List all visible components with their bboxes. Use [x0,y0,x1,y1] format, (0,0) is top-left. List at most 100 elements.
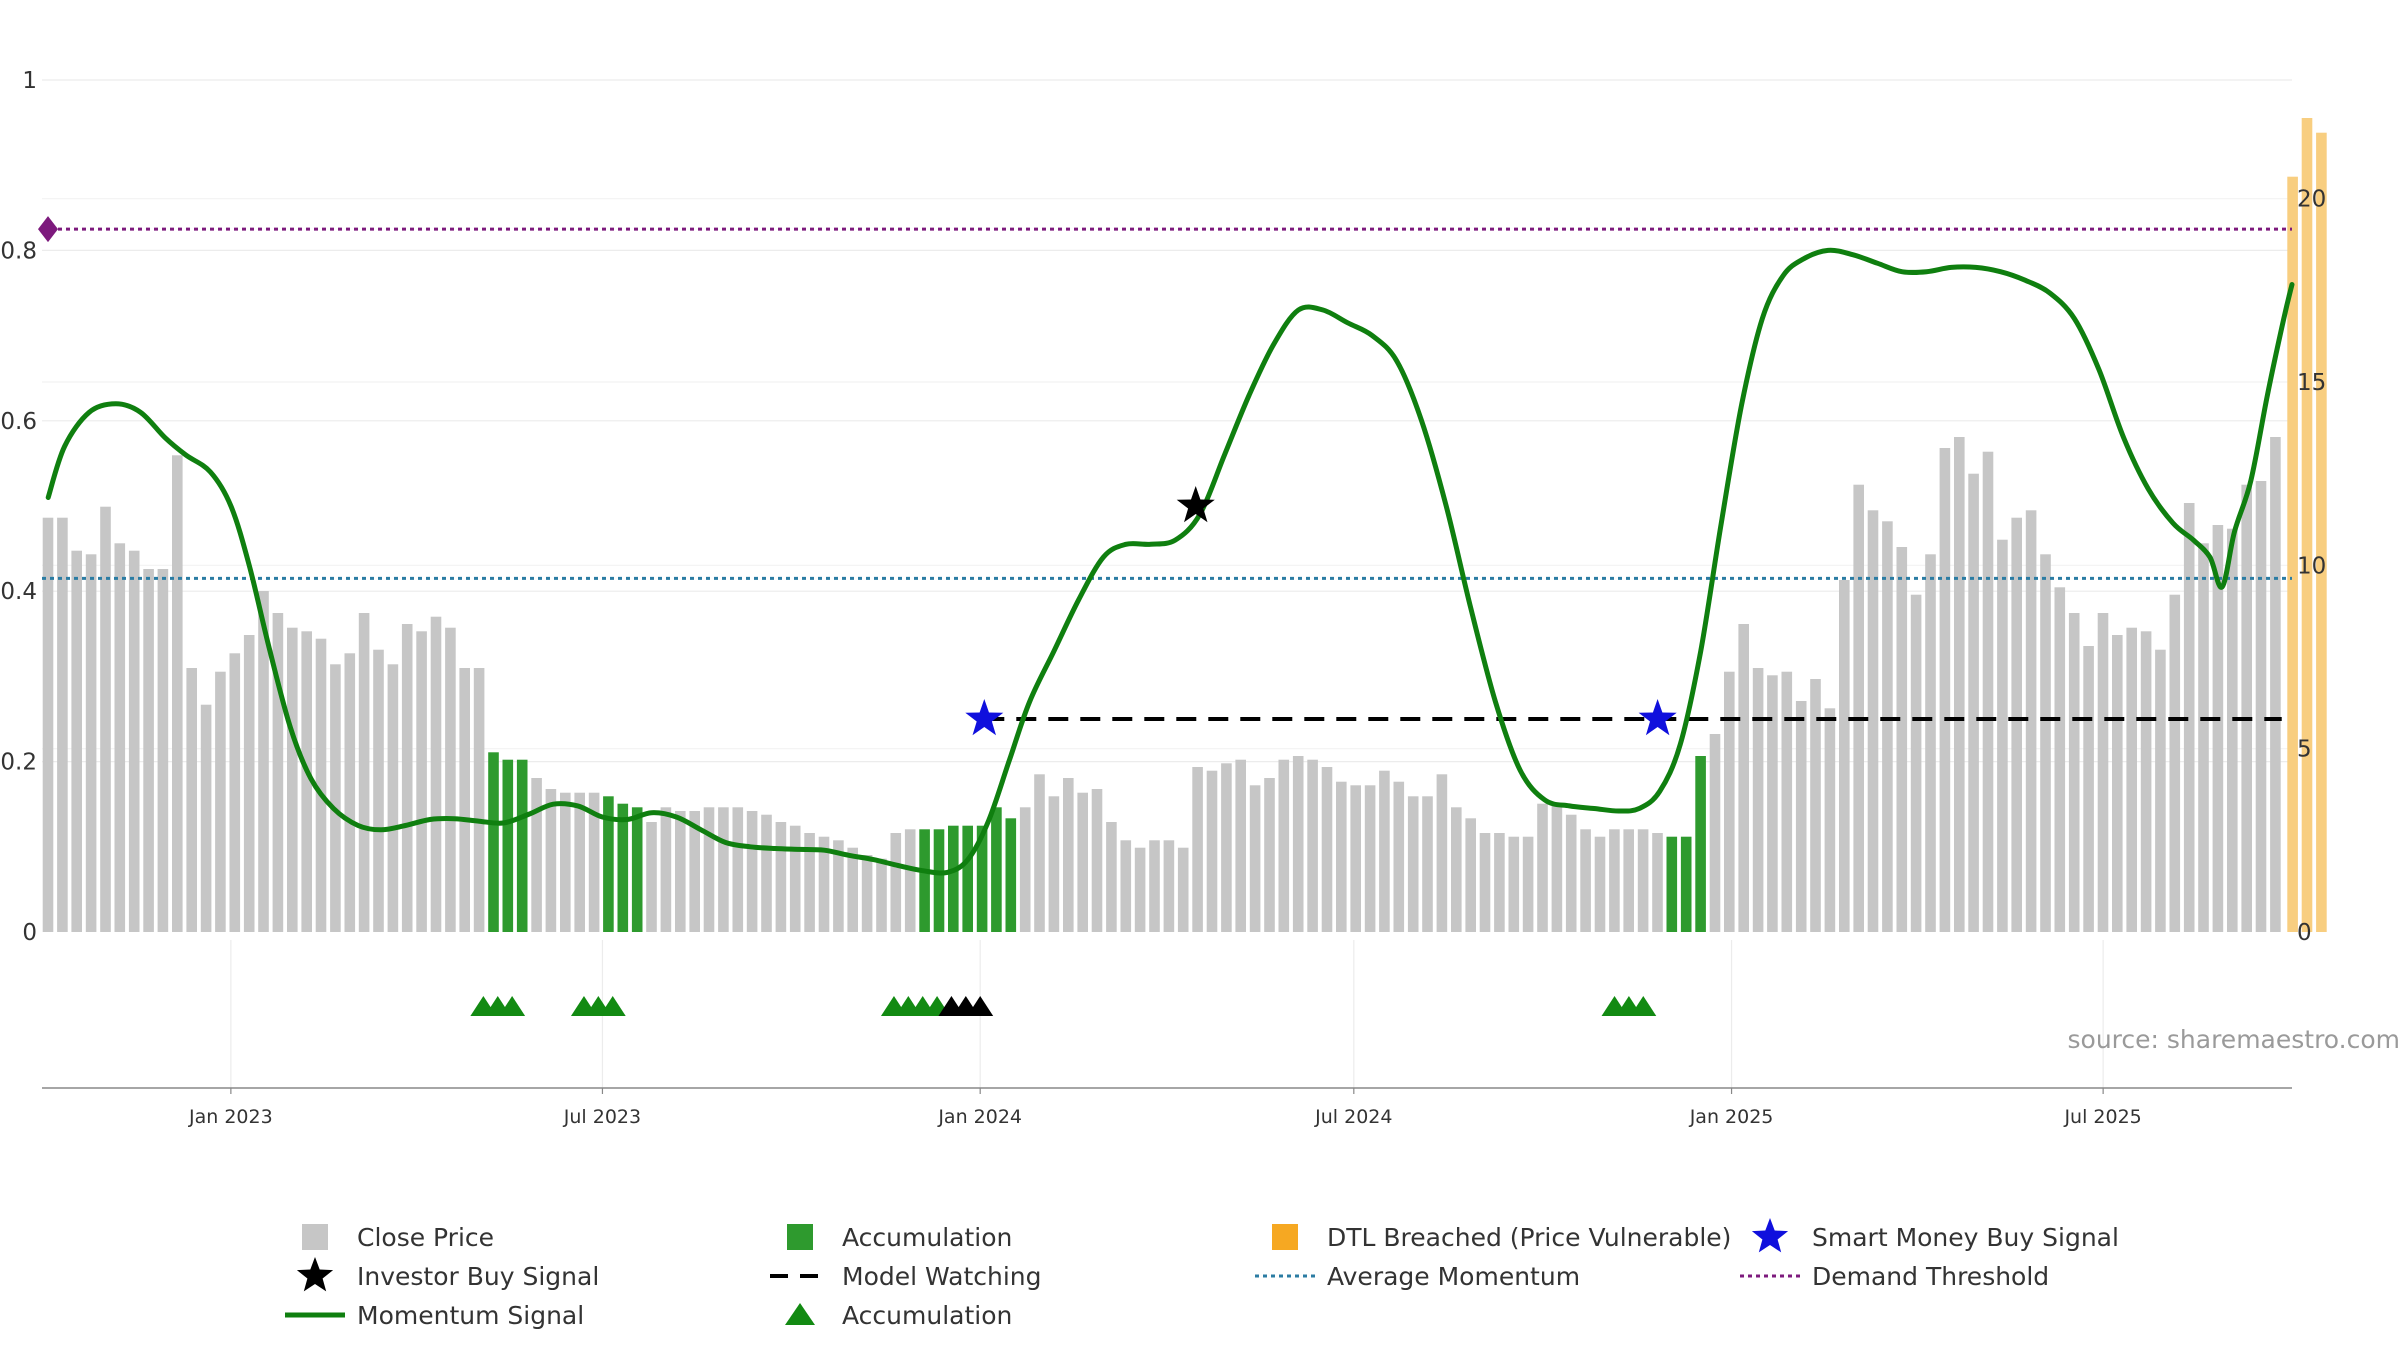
close-price-bar [861,855,873,932]
x-tick-label: Jan 2025 [1689,1106,1774,1128]
legend-item: Close Price [302,1223,494,1252]
close-price-bar [1307,759,1318,932]
close-price-bar [1752,668,1764,932]
close-price-bar [1336,781,1347,932]
close-price-bar [1709,734,1721,932]
close-price-bar [1939,448,1951,932]
close-price-bar [2198,543,2209,932]
close-price-bar [761,814,772,932]
close-price-bar [1163,840,1175,932]
close-price-bar [1882,521,1893,932]
close-price-bar [1954,437,1965,932]
close-price-bar [1896,547,1908,932]
close-price-bar [272,613,284,932]
close-price-bar [1034,774,1045,932]
close-price-bar [401,624,413,932]
legend-label: Average Momentum [1327,1262,1580,1291]
close-price-bar [157,569,169,932]
close-price-bar [1494,833,1505,932]
close-price-bar [1839,580,1850,932]
close-price-bar [2054,587,2066,932]
legend-item: Momentum Signal [285,1301,584,1330]
legend-label: DTL Breached (Price Vulnerable) [1327,1223,1731,1252]
dtl-breached-bar [2287,176,2298,932]
close-price-bar [732,807,744,932]
close-price-bar [1968,473,1979,932]
accumulation-bar [603,796,614,932]
close-price-bar [660,807,672,932]
close-price-bar [445,627,456,932]
accumulation-bar [991,807,1002,932]
close-price-bar [646,822,657,932]
close-price-bar [1465,818,1476,932]
close-price-bar [1551,803,1563,932]
close-price-bar [2011,517,2022,932]
y-tick-label-left: 0.2 [0,750,37,776]
close-price-bar [1350,785,1361,932]
accumulation-bar [516,759,528,932]
close-price-bar [200,704,212,932]
legend-swatch-accumulation [787,1224,813,1250]
x-tick-label: Jan 2024 [937,1106,1022,1128]
close-price-bar [2025,510,2037,932]
close-price-bar [718,807,729,932]
close-price-bar [416,631,427,932]
x-tick-label: Jul 2024 [1314,1106,1392,1128]
accumulation-marker-triangle [499,996,526,1016]
close-price-bar [1781,671,1793,932]
close-price-bar [243,635,255,932]
y-tick-label-left: 0.6 [0,409,37,435]
close-price-bar [876,858,887,932]
close-price-bar [588,792,600,932]
legend-item: Smart Money Buy Signal [1751,1218,2119,1253]
close-price-bar [1407,796,1419,932]
y-tick-label-left: 0.4 [0,579,37,605]
close-price-bar [1451,807,1462,932]
close-price-bar [833,840,844,932]
close-price-bar [2112,635,2123,932]
legend-item: Demand Threshold [1740,1262,2049,1291]
close-price-bar [1565,814,1577,932]
close-price-bar [1235,759,1246,932]
y-tick-label-right: 0 [2297,920,2312,946]
y-tick-label-right: 15 [2297,370,2326,396]
close-price-bar [1292,756,1304,932]
close-price-bar [2140,631,2152,932]
close-price-bar [1623,829,1634,932]
close-price-bar [789,825,801,932]
close-price-bar [1537,803,1548,932]
close-price-bar [186,668,197,932]
y-tick-label-right: 20 [2297,187,2326,213]
close-price-bar [172,455,183,932]
close-price-bar [344,653,356,932]
close-price-bar [143,569,154,932]
close-price-bar [1824,708,1836,932]
close-price-bar [1177,847,1189,932]
legend-label: Model Watching [842,1262,1042,1291]
accumulation-bar [962,825,973,932]
close-price-bar [373,649,384,932]
legend-triangle-icon [785,1303,815,1325]
accumulation-bar [1695,756,1706,932]
y-tick-label-right: 5 [2297,737,2312,763]
close-price-bar [1910,594,1922,932]
close-price-bar [1767,675,1778,932]
close-price-bar [128,550,140,932]
close-price-bar [301,631,312,932]
legend-label: Smart Money Buy Signal [1812,1223,2119,1252]
dtl-breached-bar [2301,118,2313,932]
close-price-bar [57,517,68,932]
close-price-bar [818,836,830,932]
close-price-bar [804,833,815,932]
close-price-bar [1249,785,1261,932]
demand-threshold-marker [38,216,58,243]
close-price-bar [1364,785,1376,932]
close-price-bar [904,829,916,932]
close-price-bar [1321,767,1333,932]
accumulation-bar [948,825,959,932]
close-price-bar [1795,701,1807,932]
close-price-bar [473,668,485,932]
close-price-bar [1652,833,1663,932]
close-price-bar [1479,833,1491,932]
legend: Close Price Accumulation DTL Breached (Pri… [285,1218,2119,1330]
